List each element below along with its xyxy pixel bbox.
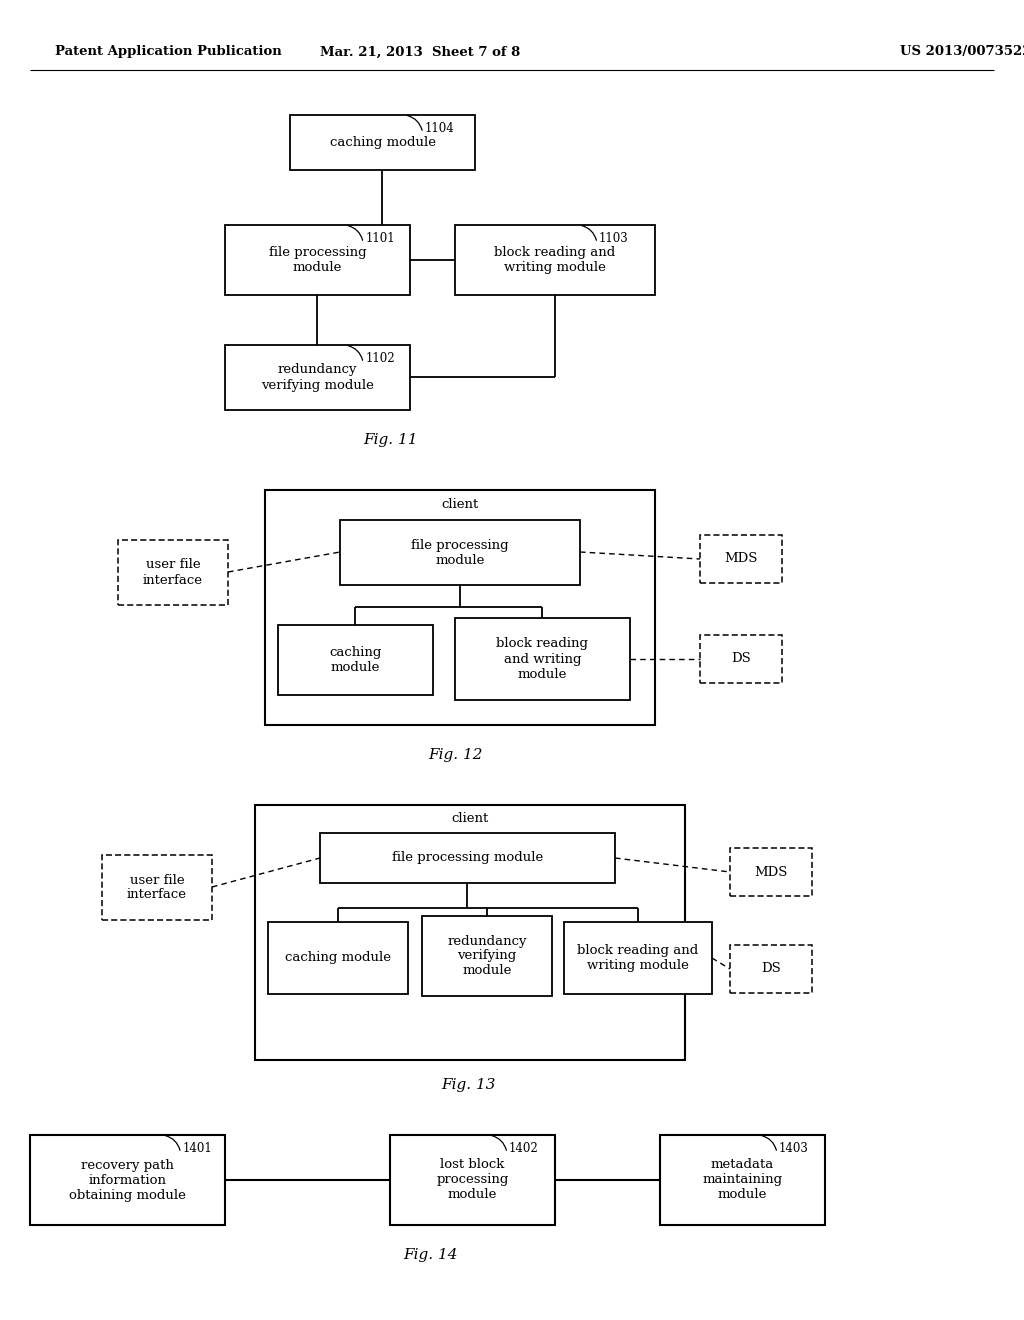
Bar bbox=[30, 1135, 225, 1225]
Bar bbox=[340, 520, 580, 585]
Text: file processing
module: file processing module bbox=[268, 246, 367, 275]
Text: 1102: 1102 bbox=[366, 352, 395, 366]
Text: block reading and
writing module: block reading and writing module bbox=[495, 246, 615, 275]
Bar bbox=[390, 1135, 555, 1225]
Bar bbox=[290, 115, 475, 170]
Bar bbox=[319, 833, 615, 883]
Text: 1101: 1101 bbox=[366, 232, 395, 246]
Text: DS: DS bbox=[761, 962, 781, 975]
Text: redundancy
verifying module: redundancy verifying module bbox=[261, 363, 374, 392]
Text: user file
interface: user file interface bbox=[127, 874, 187, 902]
Text: Patent Application Publication: Patent Application Publication bbox=[55, 45, 282, 58]
Bar bbox=[225, 224, 410, 294]
Bar bbox=[564, 921, 712, 994]
Text: DS: DS bbox=[731, 652, 751, 665]
Text: 1403: 1403 bbox=[779, 1142, 809, 1155]
Text: MDS: MDS bbox=[724, 553, 758, 565]
Bar bbox=[255, 805, 685, 1060]
Bar bbox=[102, 855, 212, 920]
Text: US 2013/0073522 A1: US 2013/0073522 A1 bbox=[900, 45, 1024, 58]
Bar bbox=[730, 945, 812, 993]
Bar bbox=[118, 540, 228, 605]
Bar bbox=[455, 618, 630, 700]
Bar bbox=[455, 224, 655, 294]
Bar bbox=[700, 535, 782, 583]
Text: lost block
processing
module: lost block processing module bbox=[436, 1159, 509, 1201]
Text: 1401: 1401 bbox=[182, 1142, 212, 1155]
Text: Fig. 11: Fig. 11 bbox=[362, 433, 417, 447]
Text: 1402: 1402 bbox=[509, 1142, 539, 1155]
Text: user file
interface: user file interface bbox=[143, 558, 203, 586]
Bar bbox=[422, 916, 552, 997]
Text: caching module: caching module bbox=[285, 952, 391, 965]
Text: Fig. 13: Fig. 13 bbox=[440, 1078, 496, 1092]
Text: recovery path
information
obtaining module: recovery path information obtaining modu… bbox=[69, 1159, 186, 1201]
Text: client: client bbox=[452, 813, 488, 825]
Text: Mar. 21, 2013  Sheet 7 of 8: Mar. 21, 2013 Sheet 7 of 8 bbox=[319, 45, 520, 58]
Text: redundancy
verifying
module: redundancy verifying module bbox=[447, 935, 526, 978]
Bar bbox=[278, 624, 433, 696]
Text: client: client bbox=[441, 498, 478, 511]
Text: file processing
module: file processing module bbox=[412, 539, 509, 566]
Text: MDS: MDS bbox=[755, 866, 787, 879]
Text: Fig. 12: Fig. 12 bbox=[428, 748, 482, 762]
Bar bbox=[268, 921, 408, 994]
Text: Fig. 14: Fig. 14 bbox=[402, 1247, 458, 1262]
Text: 1104: 1104 bbox=[425, 121, 455, 135]
Text: metadata
maintaining
module: metadata maintaining module bbox=[702, 1159, 782, 1201]
Text: block reading
and writing
module: block reading and writing module bbox=[497, 638, 589, 681]
Text: block reading and
writing module: block reading and writing module bbox=[578, 944, 698, 972]
Text: caching
module: caching module bbox=[330, 645, 382, 675]
Text: caching module: caching module bbox=[330, 136, 435, 149]
Bar bbox=[660, 1135, 825, 1225]
Bar bbox=[730, 847, 812, 896]
Bar bbox=[265, 490, 655, 725]
Bar bbox=[225, 345, 410, 411]
Text: 1103: 1103 bbox=[599, 232, 629, 246]
Text: file processing module: file processing module bbox=[392, 851, 543, 865]
Bar bbox=[700, 635, 782, 682]
